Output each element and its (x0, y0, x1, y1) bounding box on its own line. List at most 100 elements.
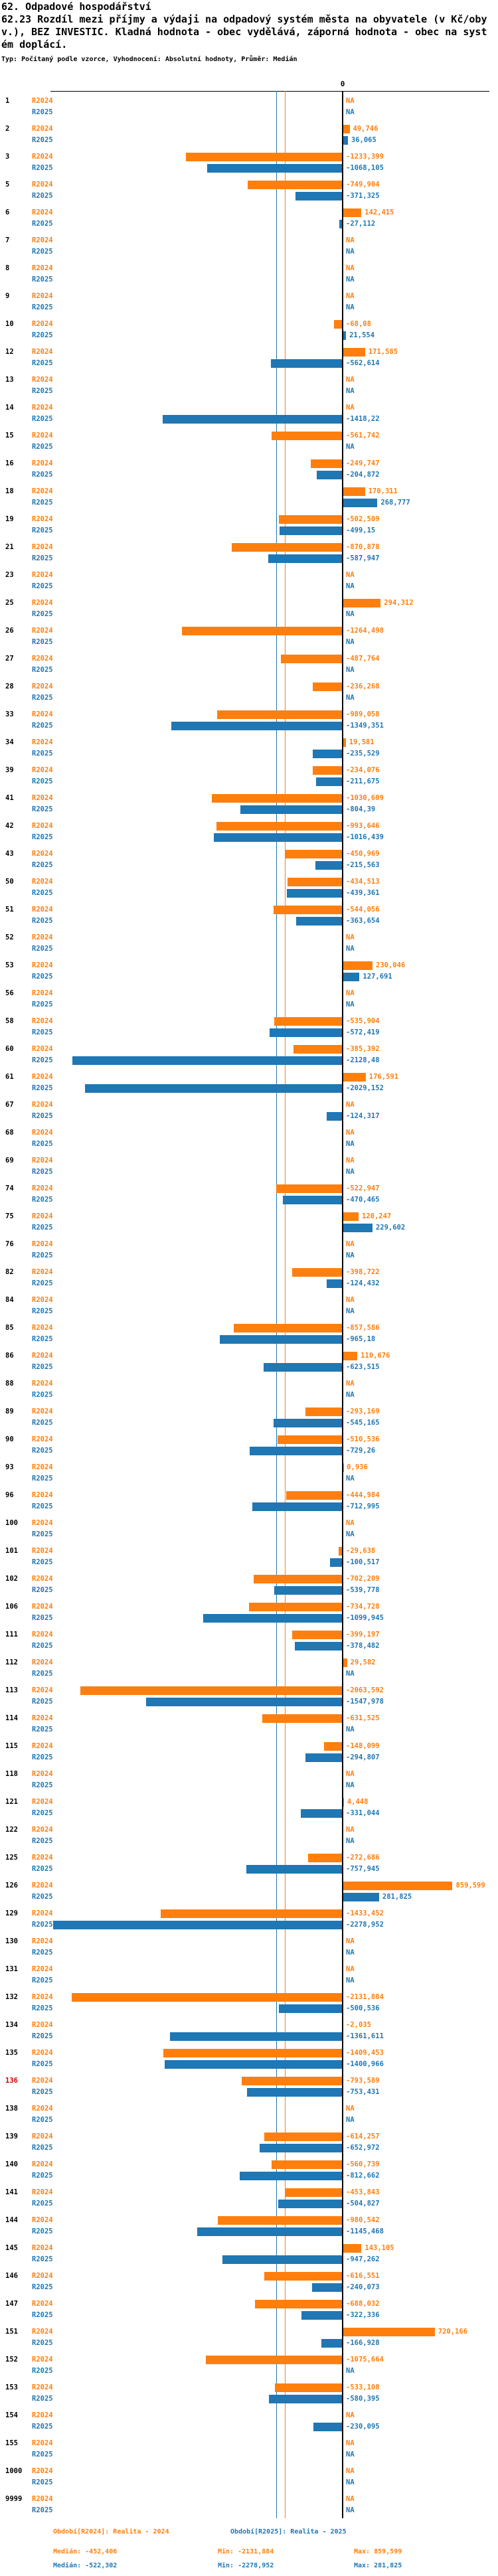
row-id-label-21: 21 (5, 543, 14, 551)
row-id-label-34: 34 (5, 738, 14, 746)
row-id-label-51: 51 (5, 906, 14, 914)
series-label-r2024-row-151: R2024 (32, 2328, 53, 2336)
row-id-label-154: 154 (5, 2411, 18, 2419)
bar-r2024-row-139 (264, 2133, 343, 2141)
bar-r2025-row-60 (72, 1056, 343, 1065)
series-label-r2025-row-130: R2025 (32, 1949, 53, 1957)
bar-r2024-row-74 (276, 1184, 343, 1193)
value-label-r2024-row-82: -398,722 (346, 1268, 380, 1276)
row-id-label-1: 1 (5, 97, 10, 105)
row-id-label-129: 129 (5, 1909, 18, 1917)
series-label-r2024-row-152: R2024 (32, 2356, 53, 2364)
series-label-r2025-row-41: R2025 (32, 805, 53, 813)
series-label-r2025-row-75: R2025 (32, 1224, 53, 1232)
row-id-label-86: 86 (5, 1352, 14, 1360)
bar-r2024-row-146 (264, 2272, 343, 2281)
value-label-r2025-row-67: -124,317 (346, 1112, 380, 1120)
value-label-r2024-row-2: 49,746 (353, 125, 378, 133)
series-label-r2024-row-61: R2024 (32, 1073, 53, 1081)
row-id-label-112: 112 (5, 1658, 18, 1666)
bar-r2025-row-102 (274, 1586, 343, 1595)
series-label-r2025-row-129: R2025 (32, 1921, 53, 1929)
bar-r2025-row-115 (305, 1753, 343, 1762)
series-label-r2025-row-25: R2025 (32, 610, 53, 618)
value-label-r2025-row-144: -1145,468 (346, 2227, 384, 2235)
series-label-r2025-row-51: R2025 (32, 917, 53, 925)
value-label-r2024-row-153: -533,108 (346, 2383, 380, 2391)
series-label-r2025-row-101: R2025 (32, 1558, 53, 1566)
value-label-r2025-row-9999: NA (346, 2506, 355, 2514)
bar-r2025-row-125 (246, 1865, 343, 1874)
row-id-label-56: 56 (5, 989, 14, 997)
row-id-label-28: 28 (5, 683, 14, 690)
series-label-r2024-row-15: R2024 (32, 432, 53, 440)
series-label-r2024-row-10: R2024 (32, 320, 53, 328)
bar-r2025-row-121 (300, 1809, 343, 1818)
bar-r2024-row-25 (343, 599, 381, 607)
value-label-r2025-row-43: -215,563 (346, 861, 380, 869)
row-id-label-141: 141 (5, 2188, 18, 2196)
series-label-r2025-row-21: R2025 (32, 554, 53, 562)
value-label-r2024-row-89: -293,169 (346, 1408, 380, 1415)
series-label-r2024-row-115: R2024 (32, 1742, 53, 1750)
bar-r2025-row-85 (220, 1335, 343, 1344)
row-id-label-152: 152 (5, 2356, 18, 2364)
row-id-label-144: 144 (5, 2216, 18, 2224)
bar-r2025-row-39 (315, 777, 343, 786)
value-label-r2024-row-12: 171,585 (368, 348, 398, 356)
series-label-r2025-row-15: R2025 (32, 443, 53, 451)
value-label-r2025-row-96: -712,995 (346, 1502, 380, 1510)
bar-r2024-row-125 (307, 1854, 343, 1862)
value-label-r2024-row-141: -453,843 (346, 2188, 380, 2196)
series-label-r2024-row-60: R2024 (32, 1045, 53, 1053)
value-label-r2024-row-155: NA (346, 2439, 355, 2447)
series-label-r2025-row-60: R2025 (32, 1056, 53, 1064)
bar-r2025-row-53 (343, 973, 360, 981)
bar-r2024-row-115 (323, 1742, 343, 1751)
median-line-r2024 (285, 91, 286, 2518)
row-id-label-50: 50 (5, 878, 14, 886)
chart-title-line-4: ém doplácí. (1, 39, 68, 50)
row-id-label-93: 93 (5, 1463, 14, 1471)
bar-r2025-row-74 (283, 1196, 343, 1204)
value-label-r2025-row-114: NA (346, 1726, 355, 1733)
value-label-r2024-row-68: NA (346, 1129, 355, 1137)
value-label-r2024-row-131: NA (346, 1965, 355, 1973)
legend-r2025: Období[R2025]: Realita - 2025 (230, 2528, 347, 2536)
stat-min-r2025: Min: -2278,952 (218, 2562, 274, 2569)
value-label-r2025-row-102: -539,778 (346, 1586, 380, 1594)
bar-r2024-row-121 (343, 1798, 344, 1807)
value-label-r2024-row-136: -793,589 (346, 2077, 380, 2085)
value-label-r2025-row-26: NA (346, 638, 355, 646)
value-label-r2025-row-18: 268,777 (380, 499, 410, 507)
row-id-label-82: 82 (5, 1268, 14, 1276)
row-id-label-25: 25 (5, 599, 14, 607)
value-label-r2024-row-50: -434,513 (346, 878, 380, 886)
bar-r2024-row-111 (291, 1631, 343, 1639)
value-label-r2025-row-16: -204,872 (346, 471, 380, 479)
stat-max-r2024: Max: 859,599 (354, 2548, 402, 2555)
value-label-r2024-row-121: 4,448 (347, 1798, 369, 1806)
value-label-r2024-row-130: NA (346, 1937, 355, 1945)
value-label-r2024-row-100: NA (346, 1519, 355, 1527)
row-id-label-39: 39 (5, 766, 14, 774)
value-label-r2024-row-67: NA (346, 1101, 355, 1109)
bar-r2024-row-18 (343, 487, 365, 496)
series-label-r2025-row-153: R2025 (32, 2395, 53, 2403)
value-label-r2025-row-6: -27,112 (346, 220, 376, 228)
series-label-r2024-row-7: R2024 (32, 236, 53, 244)
value-label-r2024-row-3: -1233,399 (346, 153, 384, 161)
value-label-r2024-row-151: 720,166 (438, 2328, 468, 2336)
row-id-label-118: 118 (5, 1770, 18, 1778)
row-id-label-18: 18 (5, 487, 14, 495)
series-label-r2024-row-56: R2024 (32, 989, 53, 997)
value-label-r2025-row-147: -322,336 (346, 2311, 380, 2319)
series-label-r2025-row-134: R2025 (32, 2032, 53, 2040)
value-label-r2025-row-145: -947,262 (346, 2255, 380, 2263)
series-label-r2025-row-39: R2025 (32, 777, 53, 785)
stat-median-r2024: Medián: -452,406 (53, 2548, 118, 2555)
series-label-r2025-row-88: R2025 (32, 1391, 53, 1399)
series-label-r2025-row-50: R2025 (32, 889, 53, 897)
series-label-r2024-row-113: R2024 (32, 1686, 53, 1694)
value-label-r2024-row-101: -29,638 (346, 1547, 376, 1555)
